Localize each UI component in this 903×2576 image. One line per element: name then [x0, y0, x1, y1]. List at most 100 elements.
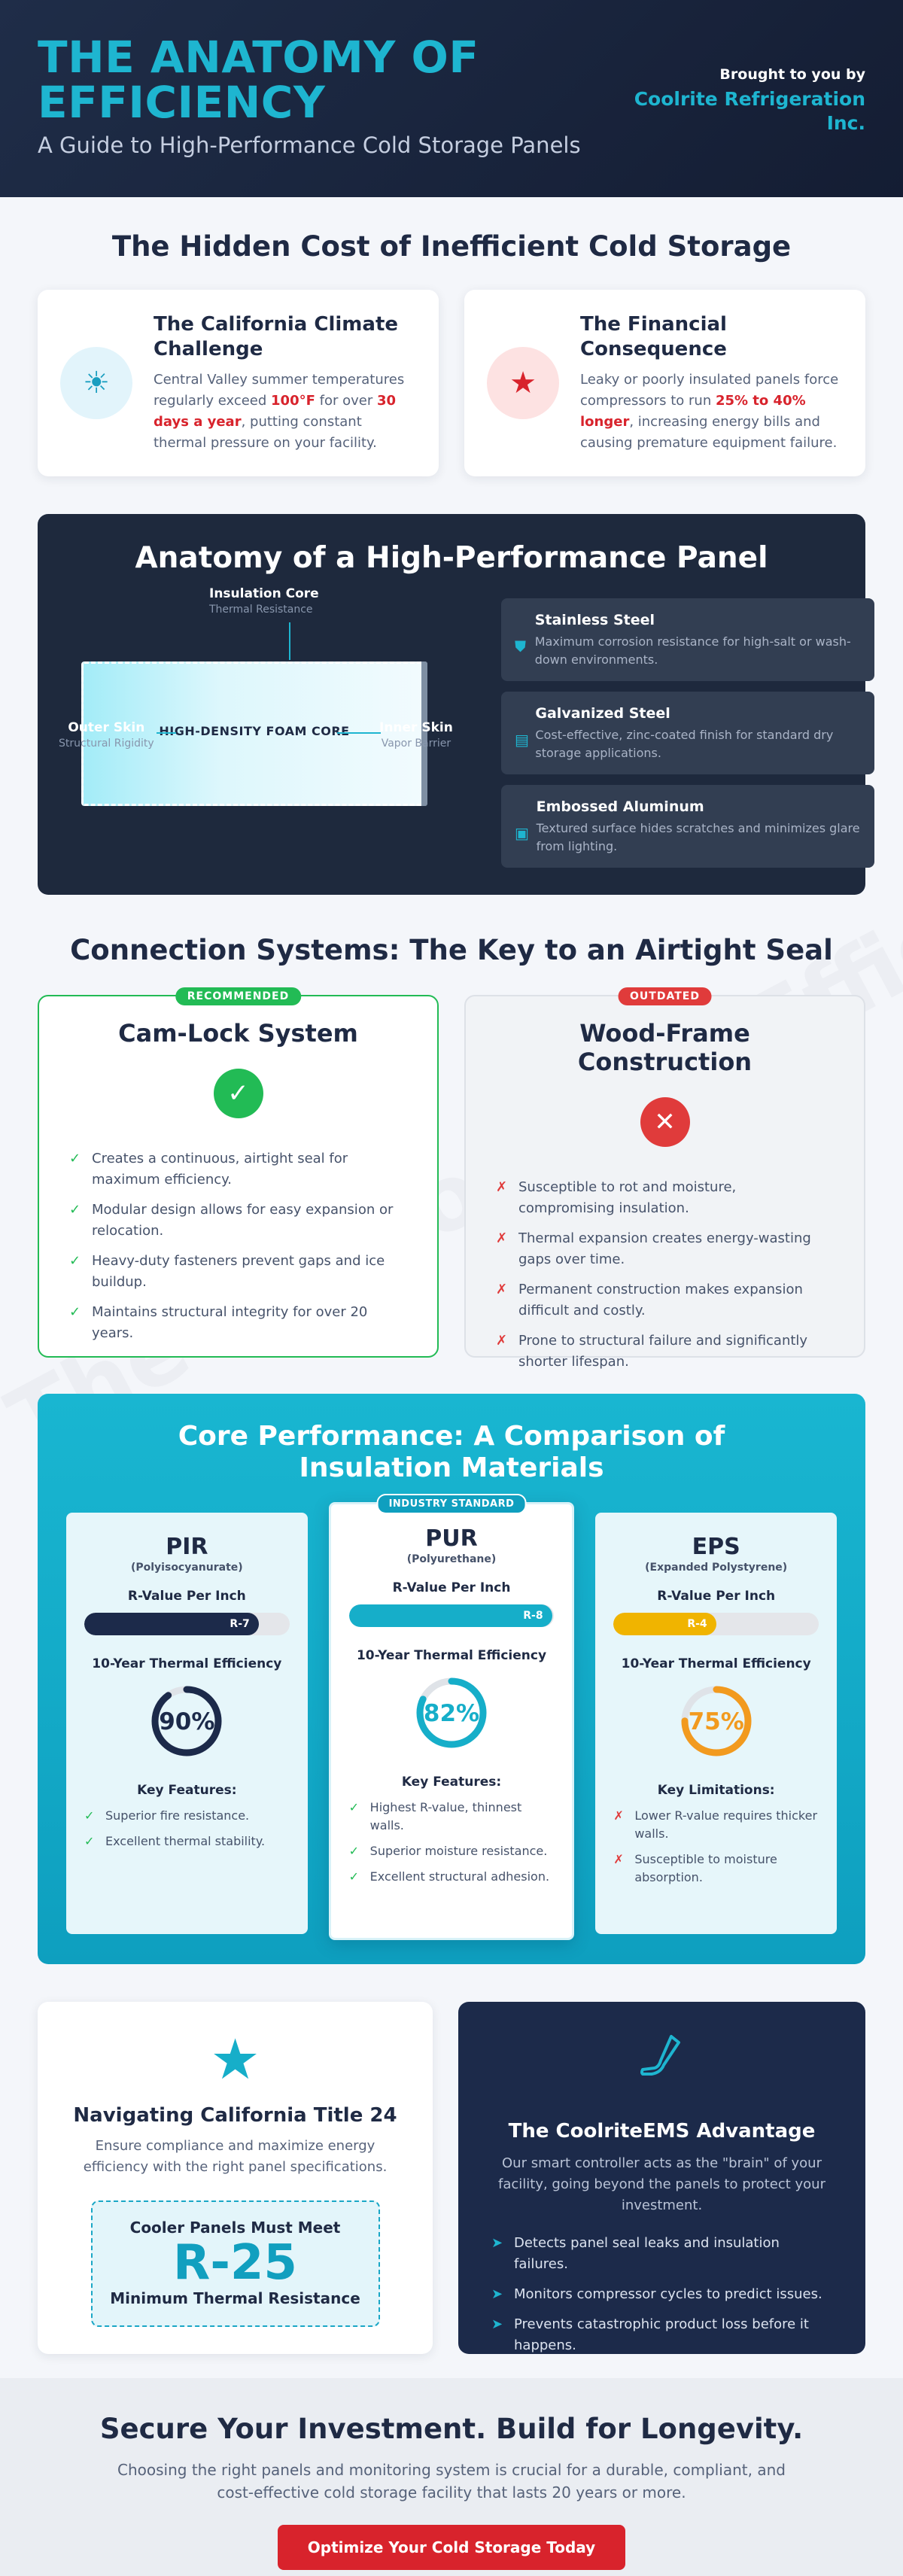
foam-core-label: HIGH-DENSITY FOAM CORE: [159, 724, 350, 738]
list-item: ✗ Susceptible to rot and moisture, compro…: [496, 1177, 834, 1219]
connector-line: [289, 622, 290, 660]
list-item: ✓ Excellent thermal stability.: [84, 1832, 290, 1851]
financial-card-text: Leaky or poorly insulated panels force c…: [580, 372, 839, 451]
list-item: ➤ Detects panel seal leaks and insulation…: [491, 2233, 832, 2275]
ems-title: The CoolriteEMS Advantage: [508, 2120, 816, 2143]
connector-line: [157, 732, 176, 734]
highlight-temp: 100°F: [271, 393, 315, 409]
features-title: Key Features:: [401, 1775, 502, 1790]
x-icon: ✗: [613, 1808, 624, 1823]
list-item: ✗ Permanent construction makes expansion …: [496, 1279, 834, 1321]
cam-lock-title: Cam-Lock System: [118, 1019, 358, 1048]
title24-title: Navigating California Title 24: [73, 2104, 397, 2127]
x-icon: ✗: [496, 1230, 508, 1246]
optimize-button[interactable]: Optimize Your Cold Storage Today: [277, 2525, 626, 2570]
list-item: ✗ Susceptible to moisture absorption.: [613, 1851, 819, 1887]
x-circle-icon: ✕: [640, 1097, 690, 1147]
title24-card: ★ Navigating California Title 24 Ensure …: [38, 2002, 433, 2354]
x-icon: ✗: [496, 1333, 508, 1349]
list-item: ✓ Excellent structural adhesion.: [349, 1868, 555, 1886]
material-stainless: ⛊ Stainless Steel Maximum corrosion resis…: [501, 598, 874, 681]
r-value-bar: R-4: [613, 1613, 819, 1635]
material-name: PUR: [425, 1525, 478, 1552]
list-item: ✓ Superior fire resistance.: [84, 1807, 290, 1825]
r-value-fill: R-8: [348, 1604, 552, 1627]
check-icon: ✓: [69, 1253, 81, 1269]
material-name: EPS: [692, 1534, 740, 1560]
efficiency-ring: 82%: [412, 1674, 491, 1752]
highlight-percent: 25% to 40% longer: [580, 393, 806, 430]
box-icon: ▤: [515, 731, 529, 749]
connection-section-title: Connection Systems: The Key to an Airtig…: [70, 934, 833, 966]
panel-cross-section: HIGH-DENSITY FOAM CORE: [81, 661, 427, 806]
features-title: Key Features:: [137, 1783, 237, 1798]
efficiency-label: 10-Year Thermal Efficiency: [92, 1656, 282, 1671]
list-item: ✗ Thermal expansion creates energy-wastin…: [496, 1228, 834, 1270]
cam-lock-list: ✓ Creates a continuous, airtight seal for…: [69, 1148, 407, 1344]
ring-arc: [151, 1686, 222, 1756]
star-icon: ★: [210, 2027, 260, 2092]
connection-cards: RECOMMENDED Cam-Lock System ✓ ✓ Creates a…: [0, 987, 903, 1370]
financial-card: ★ The Financial Consequence Leaky or poo…: [464, 290, 865, 476]
x-icon: ✗: [496, 1282, 508, 1297]
check-icon: ✓: [69, 1304, 81, 1320]
cost-cards: ☀ The California Climate Challenge Centr…: [0, 290, 903, 476]
check-icon: ✓: [69, 1151, 81, 1166]
brand-block: Brought to you by Coolrite Refrigeration…: [625, 35, 865, 197]
list-item: ➤ Monitors compressor cycles to predict i…: [491, 2284, 832, 2305]
material-title: Galvanized Steel: [535, 705, 670, 722]
list-item: ✗ Prone to structural failure and signifi…: [496, 1331, 834, 1373]
title24-text: Ensure compliance and maximize energy ef…: [83, 2138, 388, 2175]
header-left: THE ANATOMY OF EFFICIENCY A Guide to Hig…: [38, 35, 581, 197]
r25-top: Cooler Panels Must Meet: [129, 2219, 341, 2237]
insulation-card-pur: INDUSTRY STANDARD PUR (Polyurethane) R-Valu…: [328, 1494, 575, 1940]
highlight-days: 30 days a year: [154, 393, 397, 430]
features-title: Key Limitations:: [657, 1783, 775, 1798]
outdated-badge: OUTDATED: [618, 987, 712, 1005]
check-icon: ✓: [84, 1808, 95, 1823]
efficiency-value: 82%: [423, 1700, 480, 1727]
bottom-cards: ★ Navigating California Title 24 Ensure …: [0, 2002, 903, 2354]
efficiency-ring: 90%: [147, 1682, 226, 1760]
check-icon: ✓: [348, 1869, 360, 1884]
r-value-label: R-Value Per Inch: [127, 1589, 246, 1604]
chevron-right-icon: ➤: [491, 2235, 503, 2251]
recommended-badge: RECOMMENDED: [175, 987, 302, 1005]
efficiency-ring-svg: [416, 1677, 487, 1748]
materials-list: ⛊ Stainless Steel Maximum corrosion resis…: [501, 598, 874, 878]
inner-skin-edge: [421, 661, 427, 806]
page-subtitle: A Guide to High-Performance Cold Storage…: [38, 132, 581, 158]
check-icon: ✓: [348, 1844, 360, 1858]
x-icon: ✗: [496, 1179, 508, 1195]
page-header: THE ANATOMY OF EFFICIENCY A Guide to Hig…: [0, 0, 903, 197]
sensor-icon: [491, 2029, 832, 2103]
insulation-cards: PIR (Polyisocyanurate) R-Value Per Inch R-7…: [66, 1494, 838, 1940]
r-value-label: R-Value Per Inch: [657, 1589, 776, 1604]
panel-diagram: Insulation Core Thermal Resistance HIGH-…: [59, 586, 465, 872]
list-item: ✓ Superior moisture resistance.: [349, 1842, 555, 1860]
list-item: ✓ Highest R-value, thinnest walls.: [349, 1799, 555, 1835]
features-list: ✓ Superior fire resistance. ✓ Excellent the…: [84, 1807, 290, 1851]
sensor-icon-svg: [640, 2035, 680, 2076]
r25-callout: Cooler Panels Must Meet R-25 Minimum The…: [90, 2200, 380, 2327]
features-list: ✓ Highest R-value, thinnest walls. ✓ Superi…: [349, 1799, 555, 1886]
chevron-right-icon: ➤: [491, 2286, 503, 2302]
check-circle-icon: ✓: [213, 1069, 263, 1118]
r-value-bar: R-7: [84, 1613, 290, 1635]
efficiency-label: 10-Year Thermal Efficiency: [621, 1656, 811, 1671]
cta-section: Secure Your Investment. Build for Longev…: [0, 2378, 903, 2576]
r-value-label: R-Value Per Inch: [392, 1580, 511, 1595]
r25-value: R-25: [173, 2235, 297, 2291]
cta-text: Choosing the right panels and monitoring…: [117, 2461, 786, 2501]
efficiency-ring-svg: [681, 1686, 752, 1756]
shield-icon: ⛊: [515, 637, 526, 655]
material-full-name: (Expanded Polystyrene): [645, 1562, 788, 1574]
r25-bottom: Minimum Thermal Resistance: [110, 2289, 360, 2307]
label-outer-skin: Outer Skin Structural Rigidity: [59, 720, 154, 750]
material-title: Stainless Steel: [534, 612, 655, 628]
wood-frame-card: OUTDATED Wood-Frame Construction ✕ ✗ Susc…: [464, 987, 865, 1370]
material-text: Cost-effective, zinc-coated finish for s…: [535, 728, 834, 760]
check-icon: ✓: [348, 1800, 360, 1814]
label-inner-skin: Inner Skin Vapor Barrier: [379, 720, 453, 750]
material-galvanized: ▤ Galvanized Steel Cost-effective, zinc-c…: [501, 692, 874, 774]
